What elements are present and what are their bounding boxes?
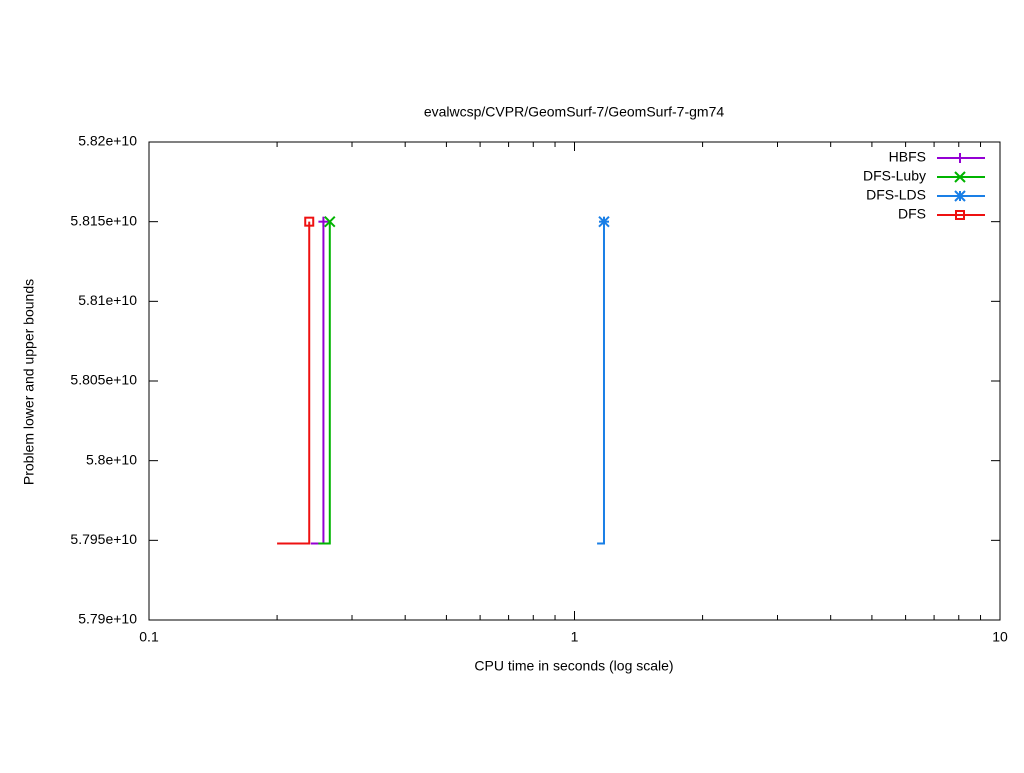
x-tick-label: 1 (571, 629, 579, 645)
x-tick-label: 10 (992, 629, 1008, 645)
legend-label: HBFS (889, 149, 926, 165)
y-tick-label: 5.795e+10 (70, 531, 137, 547)
legend-label: DFS-LDS (866, 187, 926, 203)
marker (324, 215, 336, 228)
legend-marker (955, 210, 965, 220)
x-tick-label: 0.1 (139, 629, 159, 645)
y-tick-label: 5.8e+10 (86, 451, 137, 467)
chart-title: evalwcsp/CVPR/GeomSurf-7/GeomSurf-7-gm74 (424, 104, 725, 120)
legend-marker (954, 190, 966, 202)
legend-marker (955, 153, 965, 163)
legend-label: DFS-Luby (863, 168, 926, 184)
marker (304, 216, 315, 227)
legend-marker (954, 171, 966, 183)
y-tick-label: 5.82e+10 (78, 133, 137, 149)
y-tick-label: 5.815e+10 (70, 212, 137, 228)
y-tick-label: 5.79e+10 (78, 611, 137, 627)
series-line (318, 221, 331, 545)
y-tick-label: 5.81e+10 (78, 292, 137, 308)
y-axis-label: Problem lower and upper bounds (21, 279, 37, 485)
y-tick-label: 5.805e+10 (70, 372, 137, 388)
marker (318, 216, 329, 227)
series-line (597, 221, 605, 545)
x-axis-label: CPU time in seconds (log scale) (474, 658, 673, 674)
marker (598, 215, 610, 228)
legend-label: DFS (898, 206, 926, 222)
series-line (277, 221, 311, 545)
